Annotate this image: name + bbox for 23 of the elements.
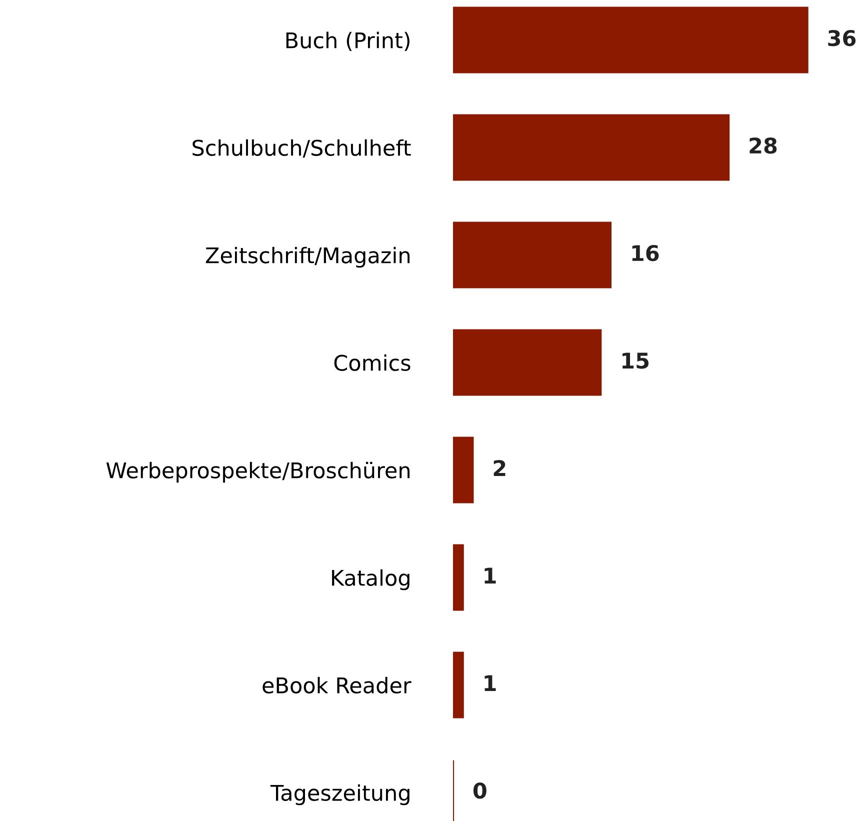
data-label: 1 [484,675,496,691]
data-label: 1 [484,568,496,584]
y-tick-label: Schulbuch/Schulheft [192,139,411,158]
data-label: 28 [750,137,777,154]
y-tick-label: Buch (Print) [286,32,410,52]
data-label: 0 [473,782,486,799]
bar [453,6,808,74]
bar [453,222,612,288]
bar [453,436,474,504]
y-tick-label: Werbeprospekte/Broschüren [106,462,410,483]
y-tick-label: Zeitschrift/Magazin [206,246,410,268]
bar [453,329,602,396]
y-tick-label: Katalog [332,569,410,590]
data-label: 15 [622,352,649,369]
y-tick-label: Comics [334,354,410,371]
y-tick-label: eBook Reader [262,676,412,694]
bar [453,652,464,718]
bar [453,114,730,181]
data-label: 36 [828,30,856,46]
bar [453,544,464,611]
y-tick-label: Tageszeitung [270,784,410,806]
data-label: 16 [632,244,659,262]
data-label: 2 [494,460,506,476]
